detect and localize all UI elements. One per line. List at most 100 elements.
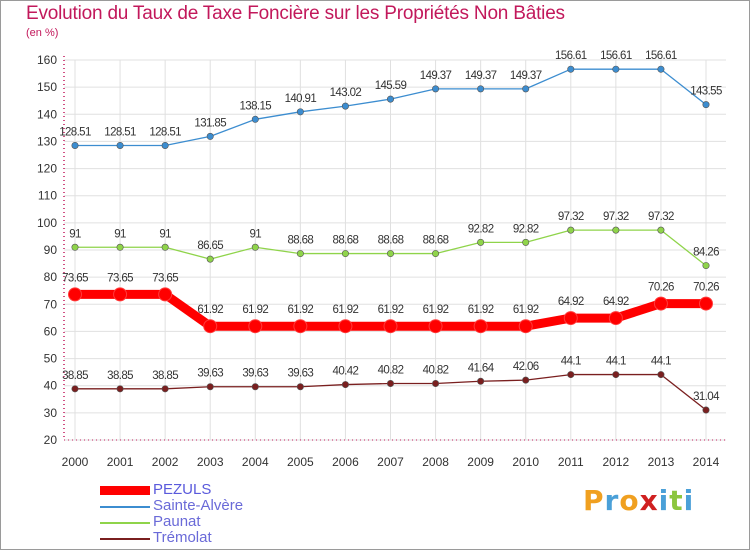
data-label-pezuls: 61.92 bbox=[197, 304, 223, 316]
point-paunat bbox=[432, 250, 440, 258]
data-label-sainte-alv-re: 149.37 bbox=[510, 70, 542, 82]
x-tick-label: 2000 bbox=[62, 455, 89, 469]
point-tr-molat bbox=[477, 377, 485, 385]
logo-letter: x bbox=[639, 484, 659, 517]
point-tr-molat bbox=[612, 371, 620, 379]
point-paunat bbox=[522, 238, 530, 246]
data-label-pezuls: 70.26 bbox=[693, 282, 719, 294]
x-tick-label: 2007 bbox=[377, 455, 404, 469]
data-label-paunat: 88.68 bbox=[378, 235, 404, 247]
data-label-sainte-alv-re: 145.59 bbox=[375, 80, 407, 92]
data-label-paunat: 92.82 bbox=[513, 223, 539, 235]
legend-swatch bbox=[100, 522, 150, 524]
point-tr-molat bbox=[161, 385, 169, 393]
point-pezuls bbox=[383, 319, 398, 334]
point-sainte-alv-re bbox=[522, 85, 530, 93]
data-label-pezuls: 61.92 bbox=[333, 304, 359, 316]
data-label-paunat: 86.65 bbox=[197, 240, 223, 252]
data-label-tr-molat: 44.1 bbox=[606, 356, 626, 368]
point-sainte-alv-re bbox=[567, 65, 575, 73]
point-pezuls bbox=[338, 319, 353, 334]
y-tick-label: 160 bbox=[37, 53, 57, 67]
y-tick-label: 120 bbox=[37, 162, 57, 176]
unit-label: (en %) bbox=[26, 27, 59, 39]
point-sainte-alv-re bbox=[206, 132, 214, 140]
data-label-paunat: 91 bbox=[159, 228, 171, 240]
y-tick-label: 150 bbox=[37, 80, 57, 94]
data-label-sainte-alv-re: 128.51 bbox=[149, 126, 181, 138]
y-tick-label: 130 bbox=[37, 134, 57, 148]
point-paunat bbox=[161, 243, 169, 251]
point-tr-molat bbox=[432, 379, 440, 387]
data-label-sainte-alv-re: 149.37 bbox=[420, 70, 452, 82]
point-sainte-alv-re bbox=[657, 65, 665, 73]
point-pezuls bbox=[608, 311, 623, 326]
logo-letter: r bbox=[604, 484, 620, 517]
data-label-paunat: 97.32 bbox=[558, 211, 584, 223]
point-tr-molat bbox=[116, 385, 124, 393]
data-label-paunat: 91 bbox=[69, 228, 81, 240]
point-paunat bbox=[296, 250, 304, 258]
point-paunat bbox=[341, 250, 349, 258]
legend-swatch bbox=[100, 538, 150, 540]
data-label-sainte-alv-re: 156.61 bbox=[600, 50, 632, 62]
data-label-sainte-alv-re: 143.55 bbox=[690, 86, 722, 98]
x-tick-label: 2012 bbox=[603, 455, 630, 469]
point-paunat bbox=[702, 262, 710, 270]
data-label-paunat: 88.68 bbox=[423, 235, 449, 247]
point-sainte-alv-re bbox=[296, 108, 304, 116]
data-label-sainte-alv-re: 143.02 bbox=[330, 87, 362, 99]
data-label-sainte-alv-re: 138.15 bbox=[239, 100, 271, 112]
point-sainte-alv-re bbox=[71, 141, 79, 149]
legend-swatch bbox=[100, 486, 150, 495]
data-label-tr-molat: 39.63 bbox=[287, 368, 313, 380]
point-tr-molat bbox=[296, 383, 304, 391]
point-tr-molat bbox=[657, 371, 665, 379]
y-tick-label: 40 bbox=[44, 379, 58, 393]
x-tick-label: 2002 bbox=[152, 455, 179, 469]
data-label-sainte-alv-re: 156.61 bbox=[645, 50, 677, 62]
data-label-sainte-alv-re: 140.91 bbox=[285, 93, 317, 105]
point-pezuls bbox=[293, 319, 308, 334]
point-tr-molat bbox=[567, 371, 575, 379]
point-tr-molat bbox=[522, 376, 530, 384]
data-label-pezuls: 61.92 bbox=[287, 304, 313, 316]
x-tick-label: 2013 bbox=[648, 455, 675, 469]
data-label-sainte-alv-re: 128.51 bbox=[59, 126, 91, 138]
point-pezuls bbox=[113, 287, 128, 302]
point-sainte-alv-re bbox=[432, 85, 440, 93]
data-label-tr-molat: 38.85 bbox=[107, 370, 133, 382]
point-pezuls bbox=[563, 311, 578, 326]
data-label-tr-molat: 44.1 bbox=[651, 356, 671, 368]
logo-letter: i bbox=[683, 484, 695, 517]
point-sainte-alv-re bbox=[251, 115, 259, 123]
point-paunat bbox=[477, 238, 485, 246]
y-tick-label: 90 bbox=[44, 243, 58, 257]
point-tr-molat bbox=[386, 379, 394, 387]
data-label-tr-molat: 39.63 bbox=[242, 368, 268, 380]
x-tick-label: 2011 bbox=[558, 455, 584, 469]
data-label-paunat: 92.82 bbox=[468, 223, 494, 235]
point-tr-molat bbox=[341, 381, 349, 389]
data-label-tr-molat: 41.64 bbox=[468, 362, 495, 374]
logo-letter: i bbox=[658, 484, 670, 517]
point-sainte-alv-re bbox=[116, 141, 124, 149]
point-pezuls bbox=[653, 296, 668, 311]
legend-label: Paunat bbox=[153, 513, 201, 530]
data-label-pezuls: 61.92 bbox=[378, 304, 404, 316]
data-label-pezuls: 73.65 bbox=[107, 272, 133, 284]
data-label-tr-molat: 40.82 bbox=[423, 364, 449, 376]
point-paunat bbox=[251, 243, 259, 251]
y-tick-label: 60 bbox=[44, 324, 58, 338]
x-tick-label: 2004 bbox=[242, 455, 269, 469]
legend-swatch bbox=[100, 506, 150, 508]
y-tick-label: 100 bbox=[37, 216, 57, 230]
data-label-tr-molat: 31.04 bbox=[693, 391, 720, 403]
logo-letter: t bbox=[669, 484, 684, 517]
data-label-paunat: 91 bbox=[249, 228, 261, 240]
point-sainte-alv-re bbox=[477, 85, 485, 93]
data-label-paunat: 88.68 bbox=[333, 235, 359, 247]
x-tick-label: 2014 bbox=[693, 455, 720, 469]
point-pezuls bbox=[248, 319, 263, 334]
